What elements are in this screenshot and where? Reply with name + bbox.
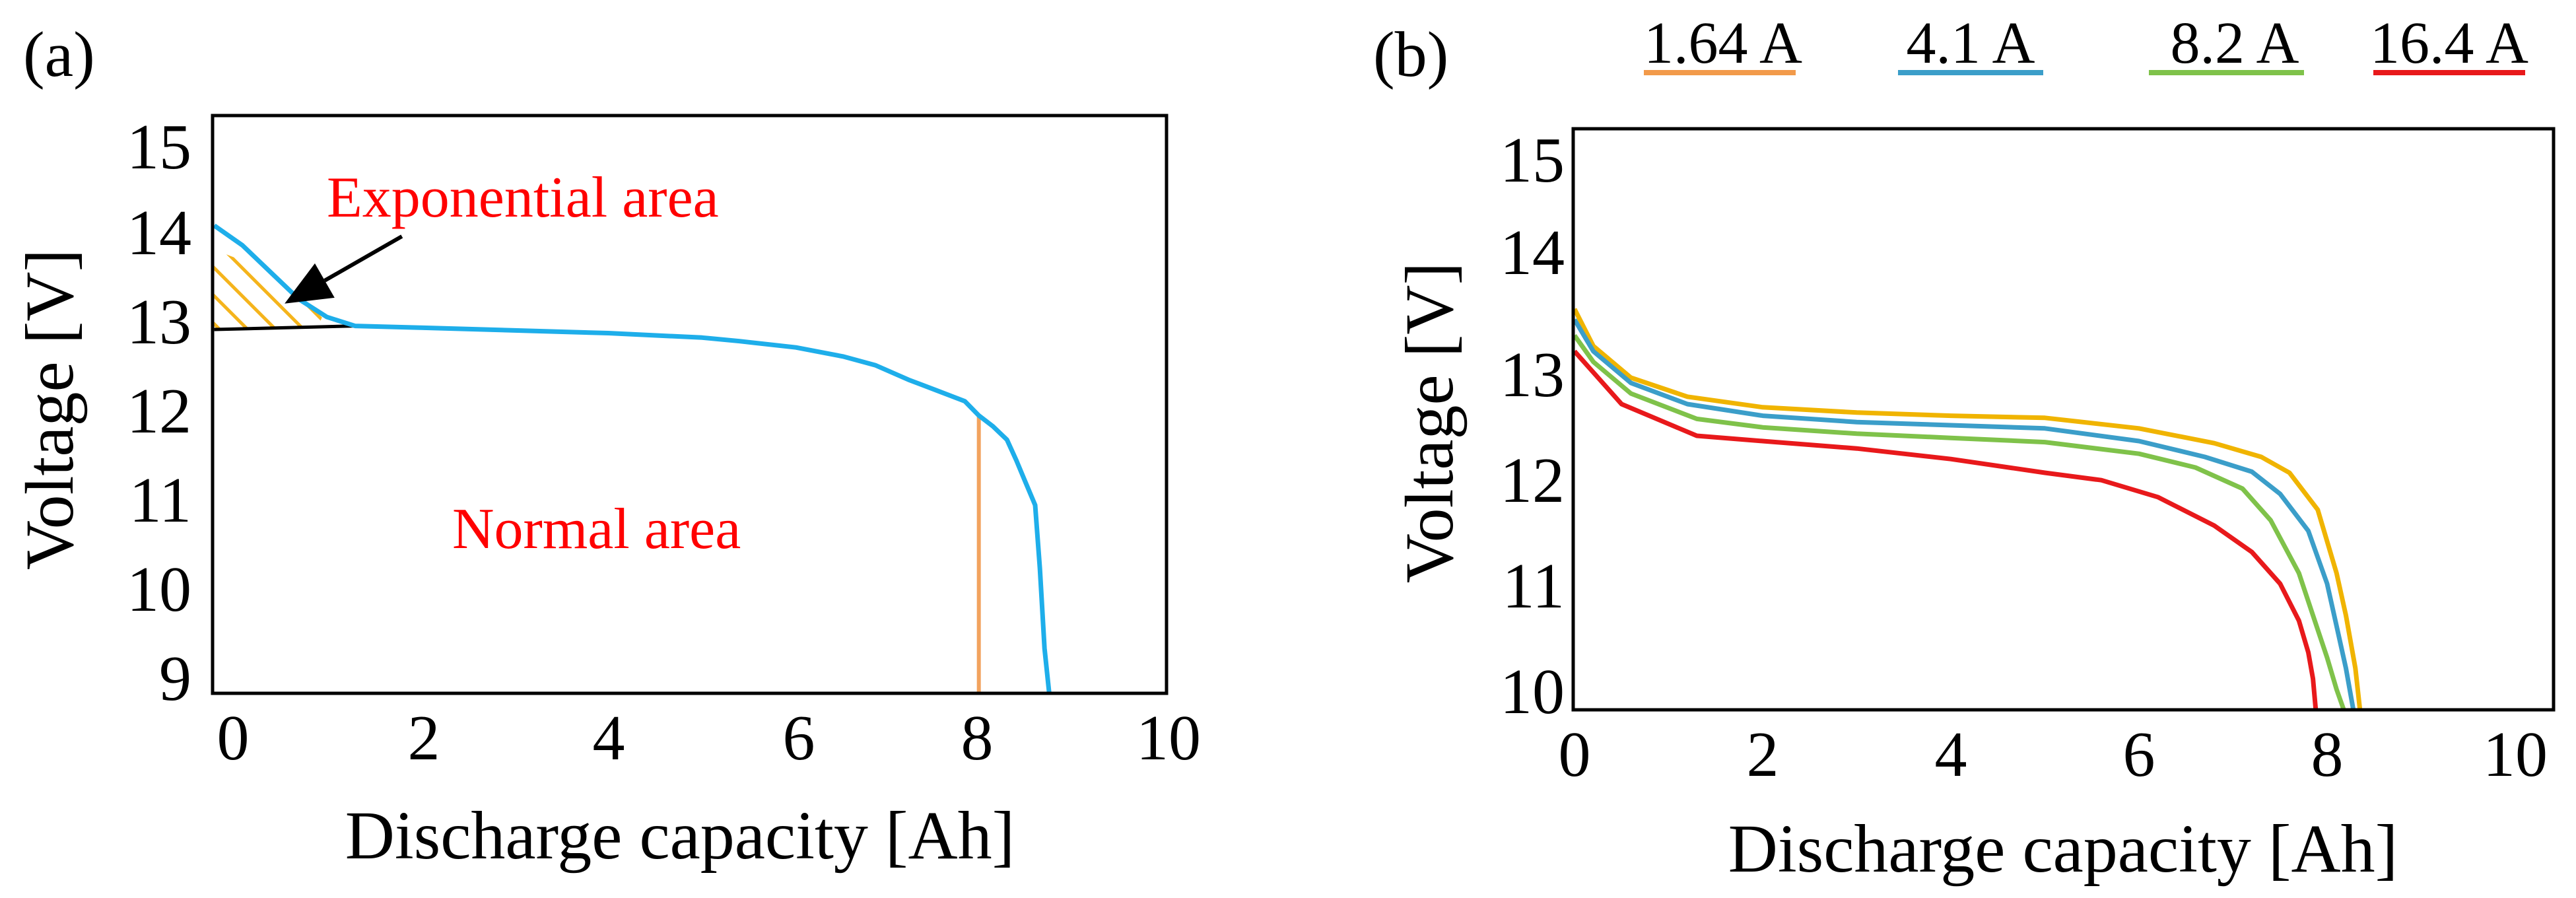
legend-label: 4.1 A (1906, 11, 2035, 76)
legend-item: 8.2 A (2149, 11, 2304, 76)
normal-area-label: Normal area (452, 497, 741, 561)
annotation-arrow-shaft (323, 234, 403, 283)
panel-b-y-tick: 13 (1500, 339, 1565, 411)
panel-b-x-tick: 6 (2123, 719, 2155, 790)
panel-b-y-tick: 11 (1503, 551, 1565, 622)
legend-item: 16.4 A (2370, 11, 2528, 76)
panel-a-y-tick: 11 (129, 465, 191, 536)
series-line-4-1-a (1572, 318, 2356, 711)
panel-b-y-axis-label: Voltage [V] (1392, 262, 1468, 583)
panel-a-x-tick: 2 (408, 703, 440, 774)
panel-b-plot-area (1572, 308, 2363, 712)
series-line-16-4-a (1573, 349, 2319, 711)
panel-a-plot-area (213, 223, 1052, 694)
legend-item: 1.64 A (1644, 11, 1802, 76)
panel-b-x-ticks: 0 2 4 6 8 10 (1559, 719, 2548, 790)
panel-b-x-tick: 2 (1747, 719, 1779, 790)
exponential-area-label: Exponential area (327, 166, 719, 230)
panel-a-x-tick: 4 (593, 703, 625, 774)
panel-a-label: (a) (23, 19, 95, 90)
panel-b-x-tick: 4 (1935, 719, 1967, 790)
legend-label: 1.64 A (1644, 11, 1802, 76)
panel-a-y-ticks: 9 10 11 12 13 14 15 (127, 112, 191, 714)
panel-b: (b) Voltage [V] Discharge capacity [Ah] … (1373, 11, 2556, 887)
series-line-1-64-a (1572, 308, 2363, 711)
panel-a-x-ticks: 0 2 4 6 8 10 (217, 703, 1202, 774)
panel-a-y-tick: 15 (127, 112, 191, 183)
discharge-curve (213, 223, 1052, 694)
exponential-area-hatch (214, 250, 322, 330)
panel-a-y-tick: 12 (127, 376, 191, 447)
panel-b-y-tick: 10 (1500, 656, 1565, 728)
panel-a-y-tick: 9 (159, 643, 191, 714)
panel-b-x-axis-label: Discharge capacity [Ah] (1728, 811, 2398, 887)
legend-label: 16.4 A (2370, 11, 2528, 76)
series-line-8-2-a (1573, 333, 2346, 712)
panel-a-y-tick: 14 (127, 197, 191, 269)
nominal-voltage-line (214, 324, 355, 331)
panel-a-y-axis-label: Voltage [V] (12, 249, 88, 570)
panel-a-y-tick: 10 (127, 554, 191, 625)
panel-b-x-tick: 0 (1559, 719, 1591, 790)
legend-item: 4.1 A (1898, 11, 2043, 76)
panel-b-frame (1571, 127, 2556, 712)
panel-b-y-tick: 12 (1500, 445, 1565, 516)
panel-a-x-tick: 8 (961, 703, 994, 774)
panel-a-x-tick: 10 (1136, 703, 1201, 774)
panel-a: (a) Voltage [V] Discharge capacity [Ah] … (12, 19, 1201, 874)
panel-b-y-tick: 15 (1500, 125, 1565, 196)
panel-b-y-tick: 14 (1500, 217, 1565, 289)
panel-a-x-axis-label: Discharge capacity [Ah] (345, 798, 1015, 874)
panel-b-y-ticks: 10 11 12 13 14 15 (1500, 125, 1565, 728)
panel-b-x-tick: 8 (2311, 719, 2344, 790)
panel-b-x-tick: 10 (2483, 719, 2548, 790)
panel-a-x-tick: 0 (217, 703, 250, 774)
annotation-arrow-head (285, 263, 335, 304)
panel-a-frame (211, 114, 1169, 695)
legend: 1.64 A 4.1 A 8.2 A 16.4 A (1644, 11, 2528, 76)
panel-a-y-tick: 13 (127, 287, 191, 358)
legend-label: 8.2 A (2170, 11, 2299, 76)
panel-a-x-tick: 6 (783, 703, 815, 774)
panel-b-label: (b) (1373, 19, 1448, 90)
